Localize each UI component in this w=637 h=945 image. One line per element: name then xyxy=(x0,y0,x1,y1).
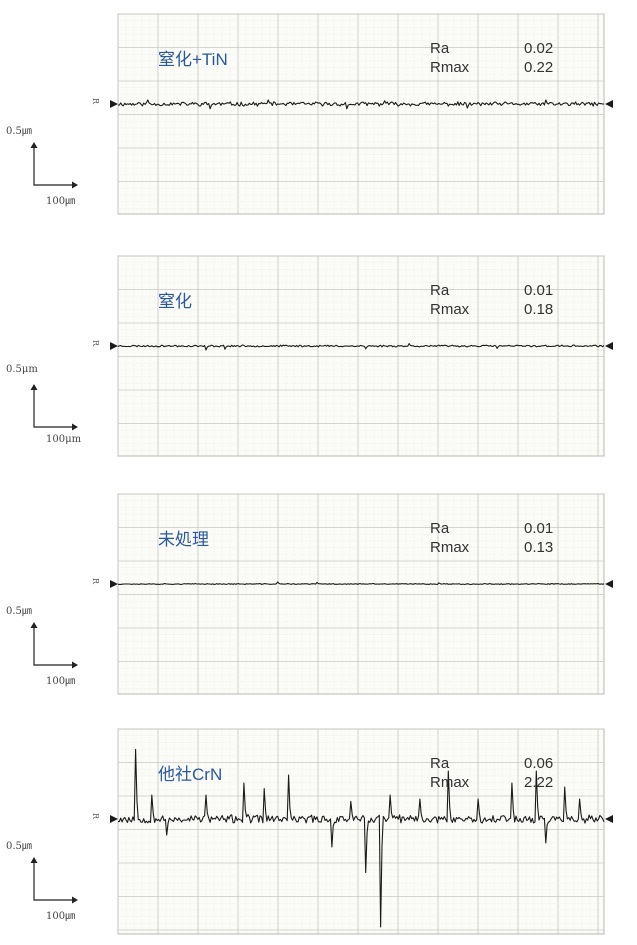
panel-title: 窒化+TiN xyxy=(158,50,228,69)
baseline-marker-right xyxy=(605,342,613,350)
profile-panel: 他社CrN Ra 0.06 Rmax 2.22 0.5㎛ 100㎛ R xyxy=(0,715,637,945)
stat-value: 0.22 xyxy=(524,59,554,76)
stat-label: Ra xyxy=(430,282,450,299)
stat-label: Ra xyxy=(430,40,450,57)
stat-label: Rmax xyxy=(430,539,470,556)
scale-vertical-label: 0.5㎛ xyxy=(6,841,32,852)
profile-plot xyxy=(30,13,613,215)
scale-horizontal-label: 100μm xyxy=(46,434,82,445)
plot-area xyxy=(117,728,605,935)
reference-label: R xyxy=(91,98,100,105)
chart-grid xyxy=(117,255,604,456)
baseline-marker-right xyxy=(605,100,613,108)
chart-grid xyxy=(117,728,604,934)
stat-value: 0.01 xyxy=(524,520,554,537)
stat-value: 2.22 xyxy=(524,774,554,791)
baseline-marker-right xyxy=(605,815,613,823)
panel-title: 窒化 xyxy=(158,292,192,311)
panel-title: 他社CrN xyxy=(158,765,223,784)
stat-value: 0.13 xyxy=(524,539,554,556)
profile-panel: 窒化+TiN Ra 0.02 Rmax 0.22 0.5㎛ 100㎛ R xyxy=(0,0,637,225)
profile-trace xyxy=(117,99,604,110)
stat-label: Ra xyxy=(430,755,450,772)
baseline-marker-left xyxy=(110,100,118,108)
stat-label: Rmax xyxy=(430,301,470,318)
profile-trace xyxy=(117,748,605,928)
stat-value: 0.18 xyxy=(524,301,554,318)
reference-label: R xyxy=(91,340,100,347)
panel-title: 未処理 xyxy=(158,530,209,549)
chart-grid xyxy=(117,493,604,694)
profile-trace xyxy=(117,581,605,586)
baseline-marker-left xyxy=(110,815,118,823)
stat-label: Rmax xyxy=(430,774,470,791)
scale-horizontal-label: 100㎛ xyxy=(46,196,76,207)
baseline-marker-left xyxy=(110,580,118,588)
baseline-marker-right xyxy=(605,580,613,588)
scale-bar xyxy=(30,384,78,431)
stat-label: Ra xyxy=(430,520,450,537)
scale-horizontal-label: 100㎛ xyxy=(46,676,76,687)
scale-bar xyxy=(30,142,78,189)
profile-panel: 窒化 Ra 0.01 Rmax 0.18 0.5μm 100μm R xyxy=(0,242,637,467)
reference-label: R xyxy=(91,578,100,585)
scale-vertical-label: 0.5㎛ xyxy=(6,126,32,137)
stat-value: 0.06 xyxy=(524,755,554,772)
scale-bar xyxy=(30,622,78,669)
scale-bar xyxy=(30,857,78,904)
profile-panel: 未処理 Ra 0.01 Rmax 0.13 0.5㎛ 100㎛ R xyxy=(0,480,637,705)
stat-value: 0.02 xyxy=(524,40,554,57)
stat-value: 0.01 xyxy=(524,282,554,299)
reference-label: R xyxy=(91,813,100,820)
profile-plot xyxy=(30,728,613,935)
baseline-marker-left xyxy=(110,342,118,350)
profile-plot xyxy=(30,255,613,457)
profile-trace xyxy=(117,343,605,351)
chart-grid xyxy=(117,13,604,214)
profile-plot xyxy=(30,493,613,695)
scale-horizontal-label: 100㎛ xyxy=(46,911,76,922)
stat-label: Rmax xyxy=(430,59,470,76)
scale-vertical-label: 0.5μm xyxy=(6,364,38,375)
scale-vertical-label: 0.5㎛ xyxy=(6,606,32,617)
